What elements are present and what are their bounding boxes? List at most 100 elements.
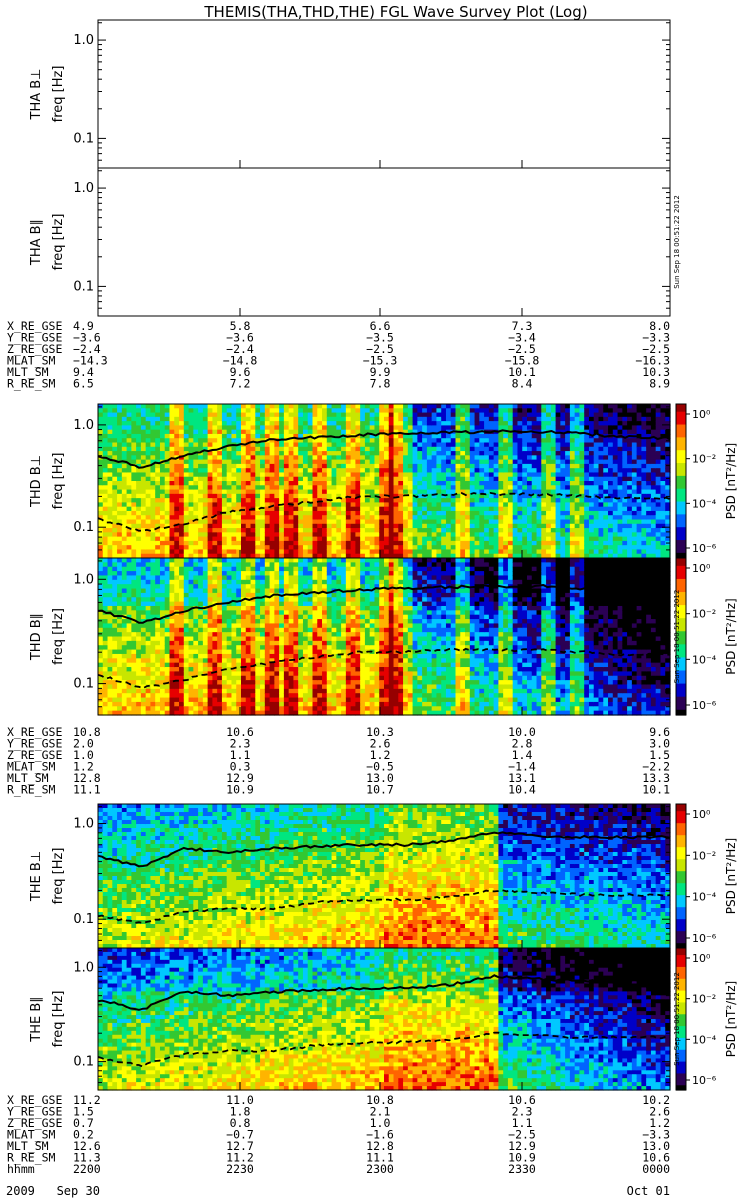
heatmap-cell [398, 438, 404, 444]
heatmap-cell [155, 463, 161, 469]
heatmap-cell [469, 498, 476, 503]
heatmap-cell [298, 429, 304, 435]
heatmap-cell [236, 502, 242, 508]
heatmap-cell [436, 515, 442, 521]
heatmap-cell [264, 442, 271, 448]
heatmap-cell [560, 485, 566, 491]
heatmap-cell [98, 528, 104, 533]
heatmap-cell [665, 506, 671, 512]
heatmap-cell [179, 476, 185, 482]
heatmap-cell [121, 688, 128, 694]
heatmap-cell [474, 481, 480, 486]
heatmap-cell [274, 421, 280, 426]
heatmap-cell [112, 519, 118, 525]
heatmap-cell [636, 523, 642, 529]
heatmap-cell [102, 446, 109, 452]
heatmap-cell [150, 597, 156, 603]
heatmap-cell [536, 489, 542, 495]
heatmap-cell [488, 472, 495, 478]
heatmap-cell [312, 455, 318, 461]
heatmap-cell [460, 438, 466, 444]
heatmap-cell [465, 425, 471, 431]
heatmap-cell [608, 536, 614, 542]
heatmap-cell [293, 433, 299, 439]
heatmap-cell [393, 468, 399, 474]
heatmap-cell [188, 442, 194, 448]
heatmap-cell [264, 510, 271, 516]
heatmap-cell [159, 438, 166, 444]
heatmap-cell [345, 528, 352, 533]
heatmap-cell [445, 404, 452, 409]
heatmap-cell [174, 553, 180, 559]
heatmap-cell [536, 502, 542, 508]
heatmap-cell [369, 481, 376, 486]
heatmap-cell [341, 468, 347, 474]
heatmap-cell [507, 459, 514, 465]
heatmap-cell [403, 438, 409, 444]
heatmap-cell [546, 433, 552, 439]
heatmap-cell [608, 412, 614, 418]
heatmap-cell [341, 481, 347, 486]
heatmap-cell [527, 540, 533, 546]
heatmap-cell [336, 446, 342, 452]
colorbar-step [676, 460, 686, 464]
heatmap-cell [631, 549, 638, 555]
heatmap-cell [355, 506, 361, 512]
heatmap-cell [474, 476, 480, 482]
heatmap-cell [617, 510, 623, 516]
heatmap-cell [212, 404, 218, 409]
heatmap-cell [345, 540, 352, 546]
heatmap-cell [398, 416, 404, 422]
heatmap-cell [460, 498, 466, 503]
spectrogram [98, 558, 671, 716]
heatmap-cell [560, 493, 566, 499]
heatmap-cell [140, 575, 147, 581]
heatmap-cell [293, 528, 299, 533]
heatmap-cell [412, 519, 418, 525]
heatmap-cell [512, 446, 519, 452]
heatmap-cell [498, 421, 504, 426]
heatmap-cell [360, 510, 366, 516]
heatmap-cell [155, 532, 161, 538]
heatmap-cell [126, 579, 132, 585]
heatmap-cell [140, 627, 147, 633]
heatmap-cell [441, 455, 447, 461]
colorbar-step [676, 527, 686, 531]
heatmap-cell [126, 636, 132, 642]
heatmap-cell [145, 481, 152, 486]
heatmap-cell [360, 519, 366, 525]
heatmap-cell [569, 523, 576, 529]
heatmap-cell [145, 429, 152, 435]
heatmap-cell [188, 421, 194, 426]
heatmap-cell [217, 519, 223, 525]
heatmap-cell [417, 545, 423, 551]
heatmap-cell [121, 549, 128, 555]
heatmap-cell [102, 627, 109, 633]
heatmap-cell [660, 515, 666, 521]
heatmap-cell [655, 489, 662, 495]
heatmap-cell [245, 438, 252, 444]
heatmap-cell [412, 468, 418, 474]
heatmap-cell [336, 515, 342, 521]
heatmap-cell [169, 481, 175, 486]
heatmap-cell [665, 476, 671, 482]
heatmap-cell [608, 540, 614, 546]
heatmap-cell [646, 433, 652, 439]
heatmap-cell [436, 506, 442, 512]
heatmap-cell [550, 408, 557, 414]
heatmap-cell [312, 553, 318, 559]
heatmap-cell [655, 421, 662, 426]
heatmap-cell [603, 451, 609, 456]
heatmap-cell [369, 459, 376, 465]
heatmap-cell [241, 549, 247, 555]
heatmap-cell [631, 472, 638, 478]
heatmap-cell [136, 540, 142, 546]
heatmap-cell [121, 433, 128, 439]
heatmap-cell [312, 489, 318, 495]
heatmap-cell [150, 502, 156, 508]
heatmap-cell [341, 438, 347, 444]
heatmap-cell [126, 605, 132, 611]
heatmap-cell [445, 459, 452, 465]
heatmap-cell [493, 515, 499, 521]
heatmap-cell [569, 519, 576, 525]
